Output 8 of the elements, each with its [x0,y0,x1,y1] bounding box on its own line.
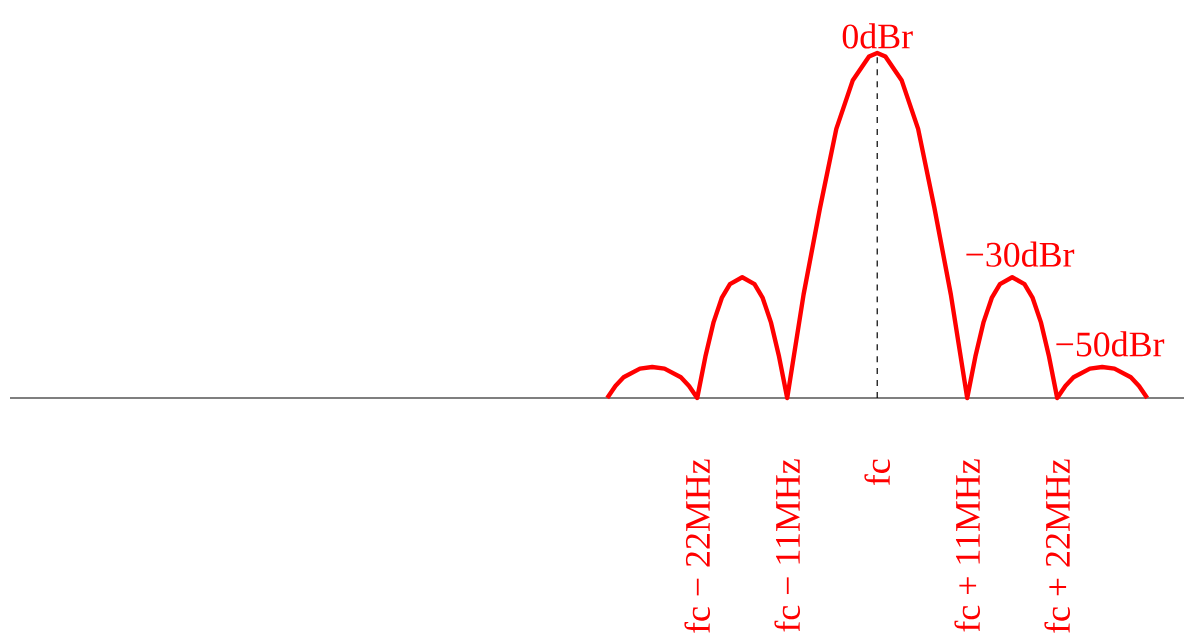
x-tick-label: fc − 11MHz [774,459,801,632]
x-tick-label: fc [864,459,891,486]
x-tick-label: fc − 22MHz [684,459,711,633]
annotation: −30dBr [966,241,1075,267]
x-tick-label: fc + 11MHz [954,459,980,632]
x-tick-label: fc + 22MHz [1044,459,1070,633]
annotation: −50dBr [1056,331,1165,357]
annotation: 0dBr [842,23,913,49]
